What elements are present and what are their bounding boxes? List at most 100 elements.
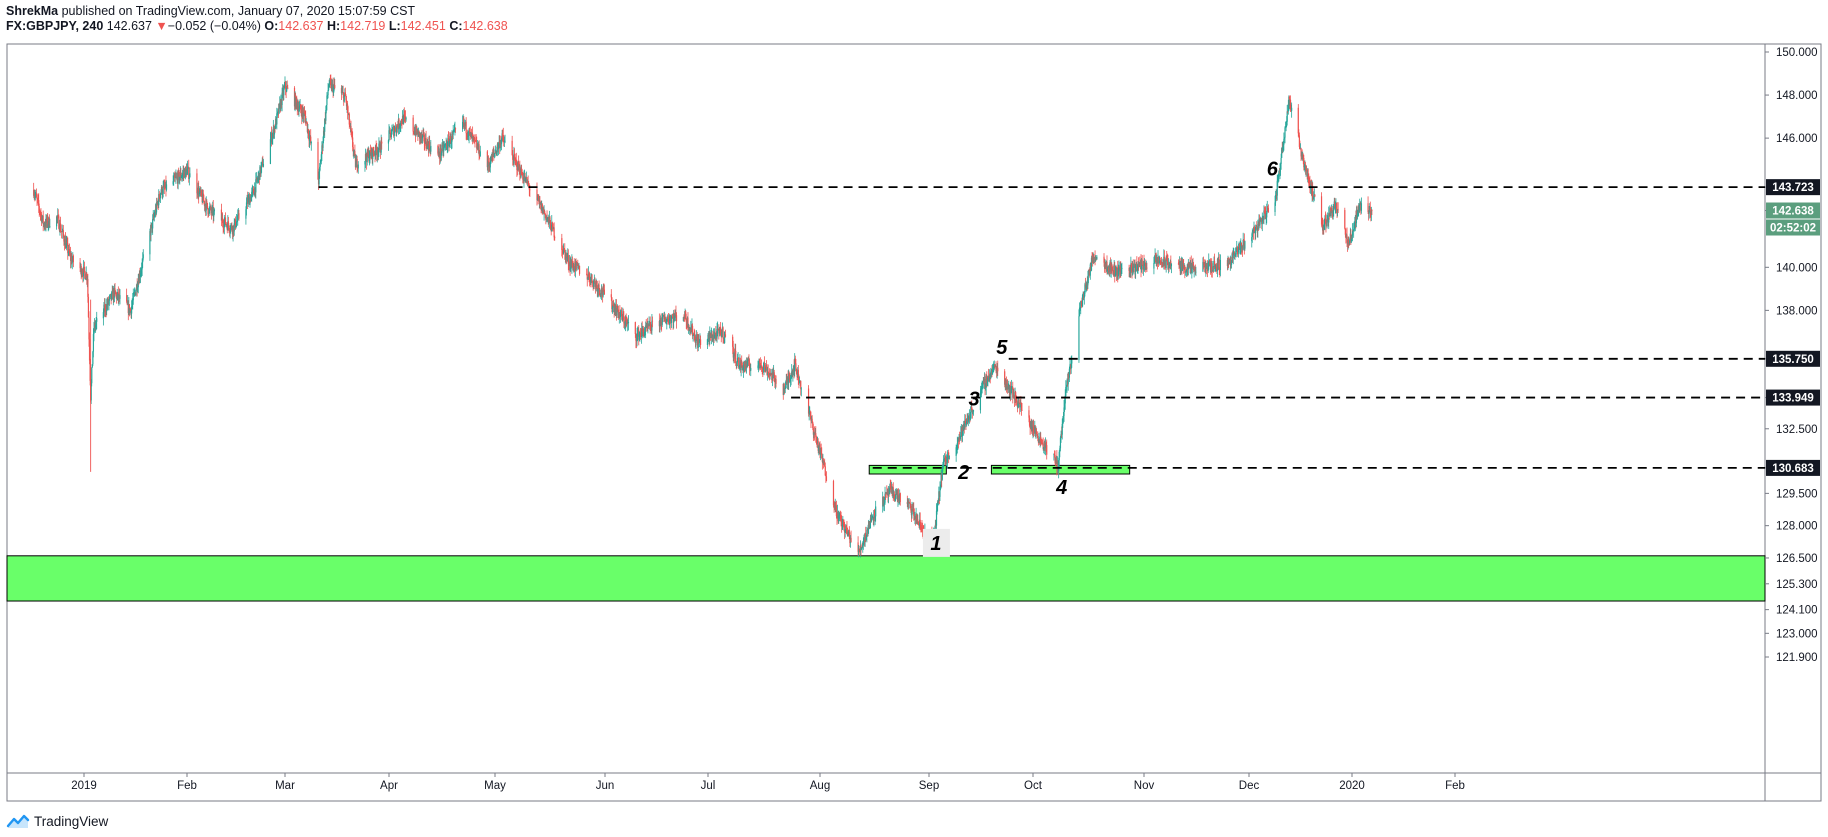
candle-body — [116, 295, 118, 299]
candle-body — [158, 194, 160, 206]
candle-body — [526, 177, 528, 184]
candle-body — [713, 334, 715, 338]
candle-body — [916, 513, 918, 523]
candle-body — [1059, 437, 1062, 449]
candle-body — [330, 81, 332, 83]
candle-body — [235, 221, 238, 226]
candle-body — [748, 365, 751, 369]
candle-body — [1233, 252, 1236, 256]
candle-body — [1235, 250, 1237, 255]
level-tag-box — [1766, 350, 1820, 367]
candle-body — [261, 162, 263, 167]
candle-body — [539, 200, 541, 204]
candle-body — [699, 339, 702, 345]
candle-body — [1130, 263, 1132, 274]
candle-body — [85, 278, 87, 280]
candle-body — [426, 141, 428, 150]
candle-body — [391, 130, 393, 135]
candle-body — [211, 208, 213, 214]
candle-body — [763, 363, 765, 369]
candle-body — [478, 144, 480, 156]
candle-body — [154, 215, 156, 217]
candle-body — [513, 153, 515, 164]
candle-body — [207, 214, 210, 215]
candle-body — [760, 365, 762, 368]
change-arrow-icon: ▼ — [155, 19, 168, 33]
candle-body — [229, 230, 231, 232]
candle-body — [449, 141, 451, 147]
candle-body — [759, 363, 761, 368]
candle-body — [57, 214, 59, 217]
candle-body — [398, 119, 400, 128]
candle-body — [765, 365, 767, 371]
candle-body — [298, 108, 300, 112]
candle-body — [437, 145, 439, 154]
candle-body — [1263, 210, 1266, 213]
candle-body — [1020, 403, 1023, 410]
candle-body — [203, 201, 206, 207]
candle-body — [1068, 368, 1071, 378]
candle-body — [1090, 257, 1093, 271]
candle-body — [1302, 156, 1304, 158]
candle-body — [742, 366, 745, 371]
candle-body — [1371, 210, 1373, 212]
candle-body — [487, 161, 490, 166]
candle-body — [1157, 257, 1160, 263]
chart-header: ShrekMa published on TradingView.com, Ja… — [6, 4, 508, 34]
candle-body — [319, 163, 321, 167]
candle-body — [511, 140, 513, 156]
candle-body — [39, 212, 41, 214]
candle-body — [389, 129, 391, 133]
candle-body — [984, 379, 986, 388]
candle-body — [1179, 260, 1181, 272]
candle-body — [1264, 212, 1266, 214]
level-tag-text: 133.949 — [1772, 393, 1814, 405]
candle-body — [1045, 443, 1047, 446]
candle-body — [1332, 210, 1334, 214]
candle-body — [574, 261, 577, 271]
candle-body — [600, 294, 602, 295]
candle-body — [224, 217, 227, 225]
candle-body — [1303, 166, 1305, 168]
candle-body — [645, 325, 647, 332]
candle-body — [33, 189, 35, 196]
candle-body — [399, 126, 401, 128]
candle-body — [1015, 392, 1017, 400]
candle-body — [1062, 418, 1064, 424]
candle-body — [322, 140, 324, 148]
candle-body — [859, 546, 862, 552]
footer-brand[interactable]: TradingView — [6, 811, 108, 831]
candle-body — [326, 95, 328, 106]
candle-body — [1313, 195, 1315, 200]
candle-body — [1274, 202, 1276, 213]
candle-body — [894, 494, 897, 499]
candle-body — [937, 501, 939, 506]
candle-body — [913, 508, 915, 516]
candle-body — [521, 168, 523, 175]
publisher-name[interactable]: ShrekMa — [6, 4, 59, 18]
candle-body — [770, 373, 772, 375]
candle-body — [774, 375, 776, 382]
high-value: 142.719 — [340, 19, 386, 33]
y-tick-label: 124.100 — [1776, 605, 1818, 617]
candle-body — [739, 360, 742, 371]
candle-body — [1230, 261, 1233, 265]
candle-body — [1227, 262, 1230, 264]
candle-body — [131, 306, 133, 314]
time-axis[interactable]: 2019 Feb Mar Apr May Jun Jul Aug Sep Oct Nov Dec 202… — [71, 773, 1465, 792]
candle-body — [340, 87, 343, 94]
candle-body — [1061, 423, 1063, 435]
candle-body — [920, 526, 922, 528]
y-tick-label: 150.000 — [1776, 47, 1818, 59]
candle-body — [1209, 260, 1211, 266]
candle-body — [153, 215, 155, 218]
candle-body — [400, 120, 402, 124]
candle-body — [956, 443, 958, 447]
candle-body — [1042, 444, 1044, 449]
candle-body — [589, 281, 591, 283]
candle-body — [36, 199, 39, 200]
candle-body — [1058, 451, 1060, 461]
candles-layer — [33, 74, 1373, 558]
candle-body — [812, 422, 814, 429]
